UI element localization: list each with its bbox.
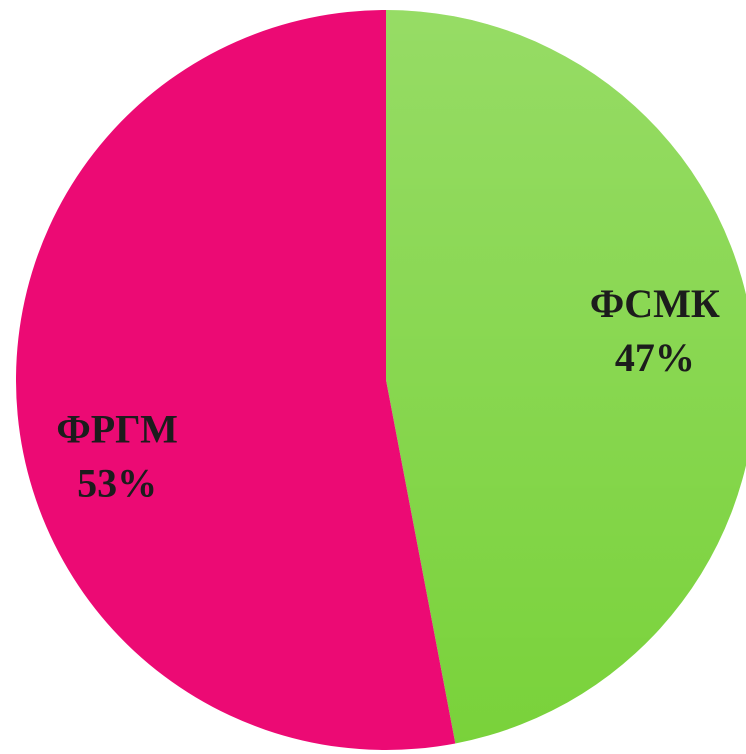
slice-value-label: 47% [615,335,695,380]
pie-slice [16,10,456,750]
slice-label: ФРГМ [56,407,177,452]
slice-label: ФСМК [590,281,720,326]
slice-value-label: 53% [77,461,157,506]
